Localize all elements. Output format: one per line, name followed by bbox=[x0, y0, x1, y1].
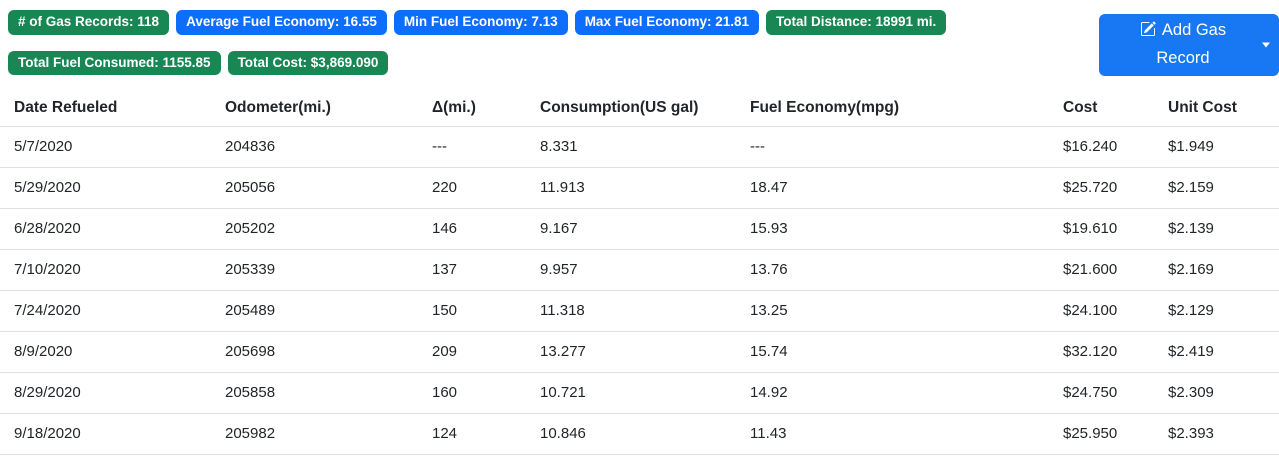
table-cell: 160 bbox=[432, 372, 540, 414]
table-cell: 205202 bbox=[225, 208, 432, 250]
table-header-row: Date Refueled Odometer(mi.) Δ(mi.) Consumpt… bbox=[0, 90, 1279, 127]
table-cell: $2.393 bbox=[1168, 413, 1279, 455]
table-cell: 7/10/2020 bbox=[0, 249, 225, 291]
table-row[interactable]: 9/18/2020 205982 124 10.846 11.43 $25.950 $2.3… bbox=[0, 413, 1279, 455]
table-cell: 13.277 bbox=[540, 331, 750, 373]
column-header: Cost bbox=[1063, 90, 1168, 127]
table-cell: 9/18/2020 bbox=[0, 413, 225, 455]
table-cell: $2.139 bbox=[1168, 208, 1279, 250]
table-row[interactable]: 8/29/2020 205858 160 10.721 14.92 $24.750 $2.3… bbox=[0, 372, 1279, 414]
table-cell: 18.47 bbox=[750, 167, 1063, 209]
table-cell: 205698 bbox=[225, 331, 432, 373]
stat-badge: Total Fuel Consumed: 1155.85 bbox=[8, 50, 221, 75]
table-cell: 14.92 bbox=[750, 372, 1063, 414]
table-row[interactable]: 5/29/2020 205056 220 11.913 18.47 $25.720 $2.1… bbox=[0, 167, 1279, 209]
table-cell: $1.949 bbox=[1168, 126, 1279, 168]
column-header: Unit Cost bbox=[1168, 90, 1279, 127]
stat-badge: # of Gas Records: 118 bbox=[8, 10, 170, 35]
stat-badge: Max Fuel Economy: 21.81 bbox=[574, 10, 759, 35]
column-header: Fuel Economy(mpg) bbox=[750, 90, 1063, 127]
table-cell: 10.846 bbox=[540, 413, 750, 455]
table-cell: $2.309 bbox=[1168, 372, 1279, 414]
table-cell: 205982 bbox=[225, 413, 432, 455]
table-cell: 7/24/2020 bbox=[0, 290, 225, 332]
table-cell: 11.43 bbox=[750, 413, 1063, 455]
table-cell: 13.25 bbox=[750, 290, 1063, 332]
table-cell: 220 bbox=[432, 167, 540, 209]
gas-records-table: Date Refueled Odometer(mi.) Δ(mi.) Consumpt… bbox=[0, 90, 1279, 455]
table-cell: 5/7/2020 bbox=[0, 126, 225, 168]
table-cell: 11.318 bbox=[540, 290, 750, 332]
table-cell: $21.600 bbox=[1063, 249, 1168, 291]
table-cell: 5/29/2020 bbox=[0, 167, 225, 209]
table-cell: 8/29/2020 bbox=[0, 372, 225, 414]
table-cell: 205858 bbox=[225, 372, 432, 414]
table-cell: 137 bbox=[432, 249, 540, 291]
table-cell: 146 bbox=[432, 208, 540, 250]
table-cell: 150 bbox=[432, 290, 540, 332]
table-cell: $24.750 bbox=[1063, 372, 1168, 414]
table-cell: $25.950 bbox=[1063, 413, 1168, 455]
table-cell: 11.913 bbox=[540, 167, 750, 209]
table-cell: 204836 bbox=[225, 126, 432, 168]
stats-badge-bar: # of Gas Records: 118 Average Fuel Econom… bbox=[0, 0, 1085, 75]
add-gas-record-button-content: Add Gas Record bbox=[1123, 18, 1243, 71]
table-cell: 15.93 bbox=[750, 208, 1063, 250]
table-cell: 10.721 bbox=[540, 372, 750, 414]
stat-badge: Average Fuel Economy: 16.55 bbox=[176, 10, 387, 35]
table-body: 5/7/2020 204836 --- 8.331 --- $16.240 $1.949 5/… bbox=[0, 126, 1279, 455]
column-header: Δ(mi.) bbox=[432, 90, 540, 127]
table-cell: --- bbox=[750, 126, 1063, 168]
table-row[interactable]: 5/7/2020 204836 --- 8.331 --- $16.240 $1.949 bbox=[0, 126, 1279, 168]
table-cell: $32.120 bbox=[1063, 331, 1168, 373]
table-row[interactable]: 7/10/2020 205339 137 9.957 13.76 $21.600 $2.16… bbox=[0, 249, 1279, 291]
table-cell: 205056 bbox=[225, 167, 432, 209]
table-row[interactable]: 8/9/2020 205698 209 13.277 15.74 $32.120 $2.41… bbox=[0, 331, 1279, 373]
table-cell: 209 bbox=[432, 331, 540, 373]
table-cell: $19.610 bbox=[1063, 208, 1168, 250]
add-gas-record-label: Add Gas Record bbox=[1156, 21, 1227, 67]
table-cell: 205339 bbox=[225, 249, 432, 291]
table-row[interactable]: 6/28/2020 205202 146 9.167 15.93 $19.610 $2.13… bbox=[0, 208, 1279, 250]
stat-badge: Total Cost: $3,869.090 bbox=[227, 50, 389, 75]
table-cell: $2.169 bbox=[1168, 249, 1279, 291]
table-cell: 8.331 bbox=[540, 126, 750, 168]
column-header: Odometer(mi.) bbox=[225, 90, 432, 127]
table-cell: $2.129 bbox=[1168, 290, 1279, 332]
column-header: Date Refueled bbox=[0, 90, 225, 127]
table-cell: 205489 bbox=[225, 290, 432, 332]
table-cell: 13.76 bbox=[750, 249, 1063, 291]
table-cell: $16.240 bbox=[1063, 126, 1168, 168]
table-cell: $25.720 bbox=[1063, 167, 1168, 209]
pencil-square-icon bbox=[1140, 20, 1156, 46]
table-cell: 8/9/2020 bbox=[0, 331, 225, 373]
table-cell: --- bbox=[432, 126, 540, 168]
stat-badge: Min Fuel Economy: 7.13 bbox=[393, 10, 568, 35]
table-row[interactable]: 7/24/2020 205489 150 11.318 13.25 $24.100 $2.1… bbox=[0, 290, 1279, 332]
table-cell: 6/28/2020 bbox=[0, 208, 225, 250]
table-cell: $2.419 bbox=[1168, 331, 1279, 373]
table-cell: 124 bbox=[432, 413, 540, 455]
table-cell: 9.167 bbox=[540, 208, 750, 250]
dropdown-caret-icon[interactable] bbox=[1262, 42, 1270, 48]
column-header: Consumption(US gal) bbox=[540, 90, 750, 127]
table-cell: $2.159 bbox=[1168, 167, 1279, 209]
table-cell: 15.74 bbox=[750, 331, 1063, 373]
add-gas-record-button[interactable]: Add Gas Record bbox=[1099, 14, 1279, 76]
table-cell: $24.100 bbox=[1063, 290, 1168, 332]
table-cell: 9.957 bbox=[540, 249, 750, 291]
stat-badge: Total Distance: 18991 mi. bbox=[766, 10, 947, 35]
